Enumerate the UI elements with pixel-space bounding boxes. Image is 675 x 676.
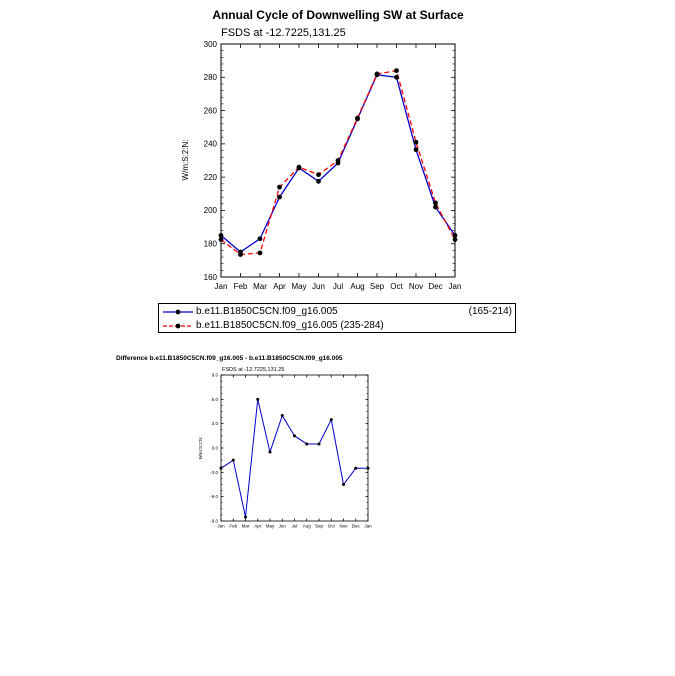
tick-labels: Jan Feb Mar Apr May Jun Jul Aug Sep Oct Nov Dec Jan-… xyxy=(210,373,372,529)
y-tick-label: 180 xyxy=(204,240,218,249)
chart-title: Difference b.e11.B1850C5CN.f09_g16.005 -… xyxy=(116,355,343,362)
legend-entry: b.e11.B1850C5CN.f09_g16.005 (165-214) xyxy=(159,305,515,319)
y-tick-label: 200 xyxy=(204,206,218,215)
series-1-point xyxy=(305,442,309,446)
series-1-point xyxy=(317,442,321,446)
series-2-point xyxy=(218,237,224,242)
series-1-point xyxy=(277,194,282,200)
y-tick-label: 160 xyxy=(204,273,218,282)
x-tick-label: Mar xyxy=(242,524,250,529)
x-tick-label: Jan xyxy=(449,282,462,291)
y-axis-label: W/m:S:2:N: xyxy=(181,140,190,181)
y-tick-label: 9.0 xyxy=(212,373,219,378)
x-tick-label: Aug xyxy=(303,524,312,529)
series-1-point xyxy=(257,236,263,242)
series-1-point xyxy=(342,483,345,486)
series-1-point xyxy=(366,466,370,470)
series-1-point xyxy=(413,147,419,153)
x-tick-label: Jan xyxy=(217,524,225,529)
x-tick-label: Feb xyxy=(234,282,248,291)
x-tick-label: Apr xyxy=(254,524,262,529)
x-tick-label: Jul xyxy=(333,282,343,291)
series-1-point xyxy=(316,178,321,184)
difference-chart: Difference b.e11.B1850C5CN.f09_g16.005 -… xyxy=(116,355,372,529)
series-1-point xyxy=(218,232,224,238)
x-tick-label: Jan xyxy=(215,282,228,291)
series-1-point xyxy=(244,515,247,519)
legend-swatch-solid-blue xyxy=(163,309,193,315)
x-tick-label: Nov xyxy=(409,282,423,291)
y-tick-label: -9.0 xyxy=(210,519,218,524)
series-markers xyxy=(218,68,458,257)
y-tick-label: 3.0 xyxy=(212,421,219,426)
x-tick-label: Oct xyxy=(390,282,403,291)
y-axis-label: W/m:S:2:N: xyxy=(198,436,203,459)
series-1-point xyxy=(433,204,438,210)
y-tick-label: 300 xyxy=(204,40,218,49)
series-1-point xyxy=(452,232,458,238)
chart-title: Annual Cycle of Downwelling SW at Surfac… xyxy=(212,8,464,22)
x-tick-label: Jul xyxy=(292,524,298,529)
x-tick-label: Jan xyxy=(364,524,372,529)
series-1-point xyxy=(354,466,358,470)
y-tick-label: 6.0 xyxy=(212,397,219,402)
legend-swatch-dashed-red xyxy=(163,323,193,329)
x-tick-label: Dec xyxy=(352,524,361,529)
y-tick-label: -6.0 xyxy=(210,494,218,499)
x-tick-label: Sep xyxy=(370,282,385,291)
x-tick-label: Nov xyxy=(339,524,348,529)
legend: b.e11.B1850C5CN.f09_g16.005 (165-214) b.… xyxy=(158,303,516,333)
series-1-point xyxy=(231,458,235,462)
x-tick-label: Mar xyxy=(253,282,267,291)
series-1-point xyxy=(394,74,399,80)
series-2-point xyxy=(257,250,263,256)
tick-labels: Jan Feb Mar Apr May Jun Jul Aug Sep Oct Nov Dec Jan1… xyxy=(204,40,462,291)
x-tick-label: Sep xyxy=(315,524,324,529)
x-tick-label: Aug xyxy=(350,282,364,291)
series-markers xyxy=(219,397,370,519)
series-2-point xyxy=(355,115,360,121)
series-2-point xyxy=(452,237,458,242)
axis-ticks xyxy=(220,374,369,522)
legend-entry: b.e11.B1850C5CN.f09_g16.005 (235-284) xyxy=(159,319,515,333)
series-2-point xyxy=(374,71,380,77)
x-tick-label: Feb xyxy=(229,524,237,529)
series-2-point xyxy=(277,184,282,190)
x-tick-label: Jun xyxy=(312,282,325,291)
y-tick-label: 280 xyxy=(204,73,218,82)
x-tick-label: May xyxy=(291,282,306,291)
series-2-point xyxy=(296,164,302,170)
series-2-point xyxy=(413,139,419,145)
series-1-point xyxy=(280,414,284,418)
x-tick-label: Jun xyxy=(279,524,287,529)
x-tick-label: Oct xyxy=(328,524,336,529)
chart-subtitle: FSDS at -12.7225,131.25 xyxy=(222,367,284,373)
y-tick-label: 240 xyxy=(204,140,218,149)
x-tick-label: Dec xyxy=(428,282,442,291)
y-tick-label: 220 xyxy=(204,173,218,182)
legend-range: (165-214) xyxy=(468,306,512,317)
series-1-point xyxy=(256,397,260,401)
axis-ticks xyxy=(220,43,456,278)
legend-label: b.e11.B1850C5CN.f09_g16.005 (235-284) xyxy=(196,320,384,331)
y-tick-label: 0.0 xyxy=(212,446,219,451)
series-2-point xyxy=(433,200,438,206)
series-1-point xyxy=(268,450,272,454)
series-1-point xyxy=(329,418,333,422)
y-tick-label: 260 xyxy=(204,106,218,115)
series-2-point xyxy=(238,252,243,257)
series-1-point xyxy=(293,434,296,438)
chart-subtitle: FSDS at -12.7225,131.25 xyxy=(221,27,346,39)
legend-label: b.e11.B1850C5CN.f09_g16.005 xyxy=(196,306,338,317)
x-tick-label: Apr xyxy=(273,282,286,291)
series-2-point xyxy=(394,68,399,74)
x-tick-label: May xyxy=(266,524,275,529)
series-2-point xyxy=(335,158,341,163)
annual-cycle-chart: Annual Cycle of Downwelling SW at Surfac… xyxy=(181,8,464,291)
series-1-point xyxy=(219,466,223,470)
series-2-point xyxy=(316,172,321,178)
y-tick-label: -3.0 xyxy=(210,470,218,475)
